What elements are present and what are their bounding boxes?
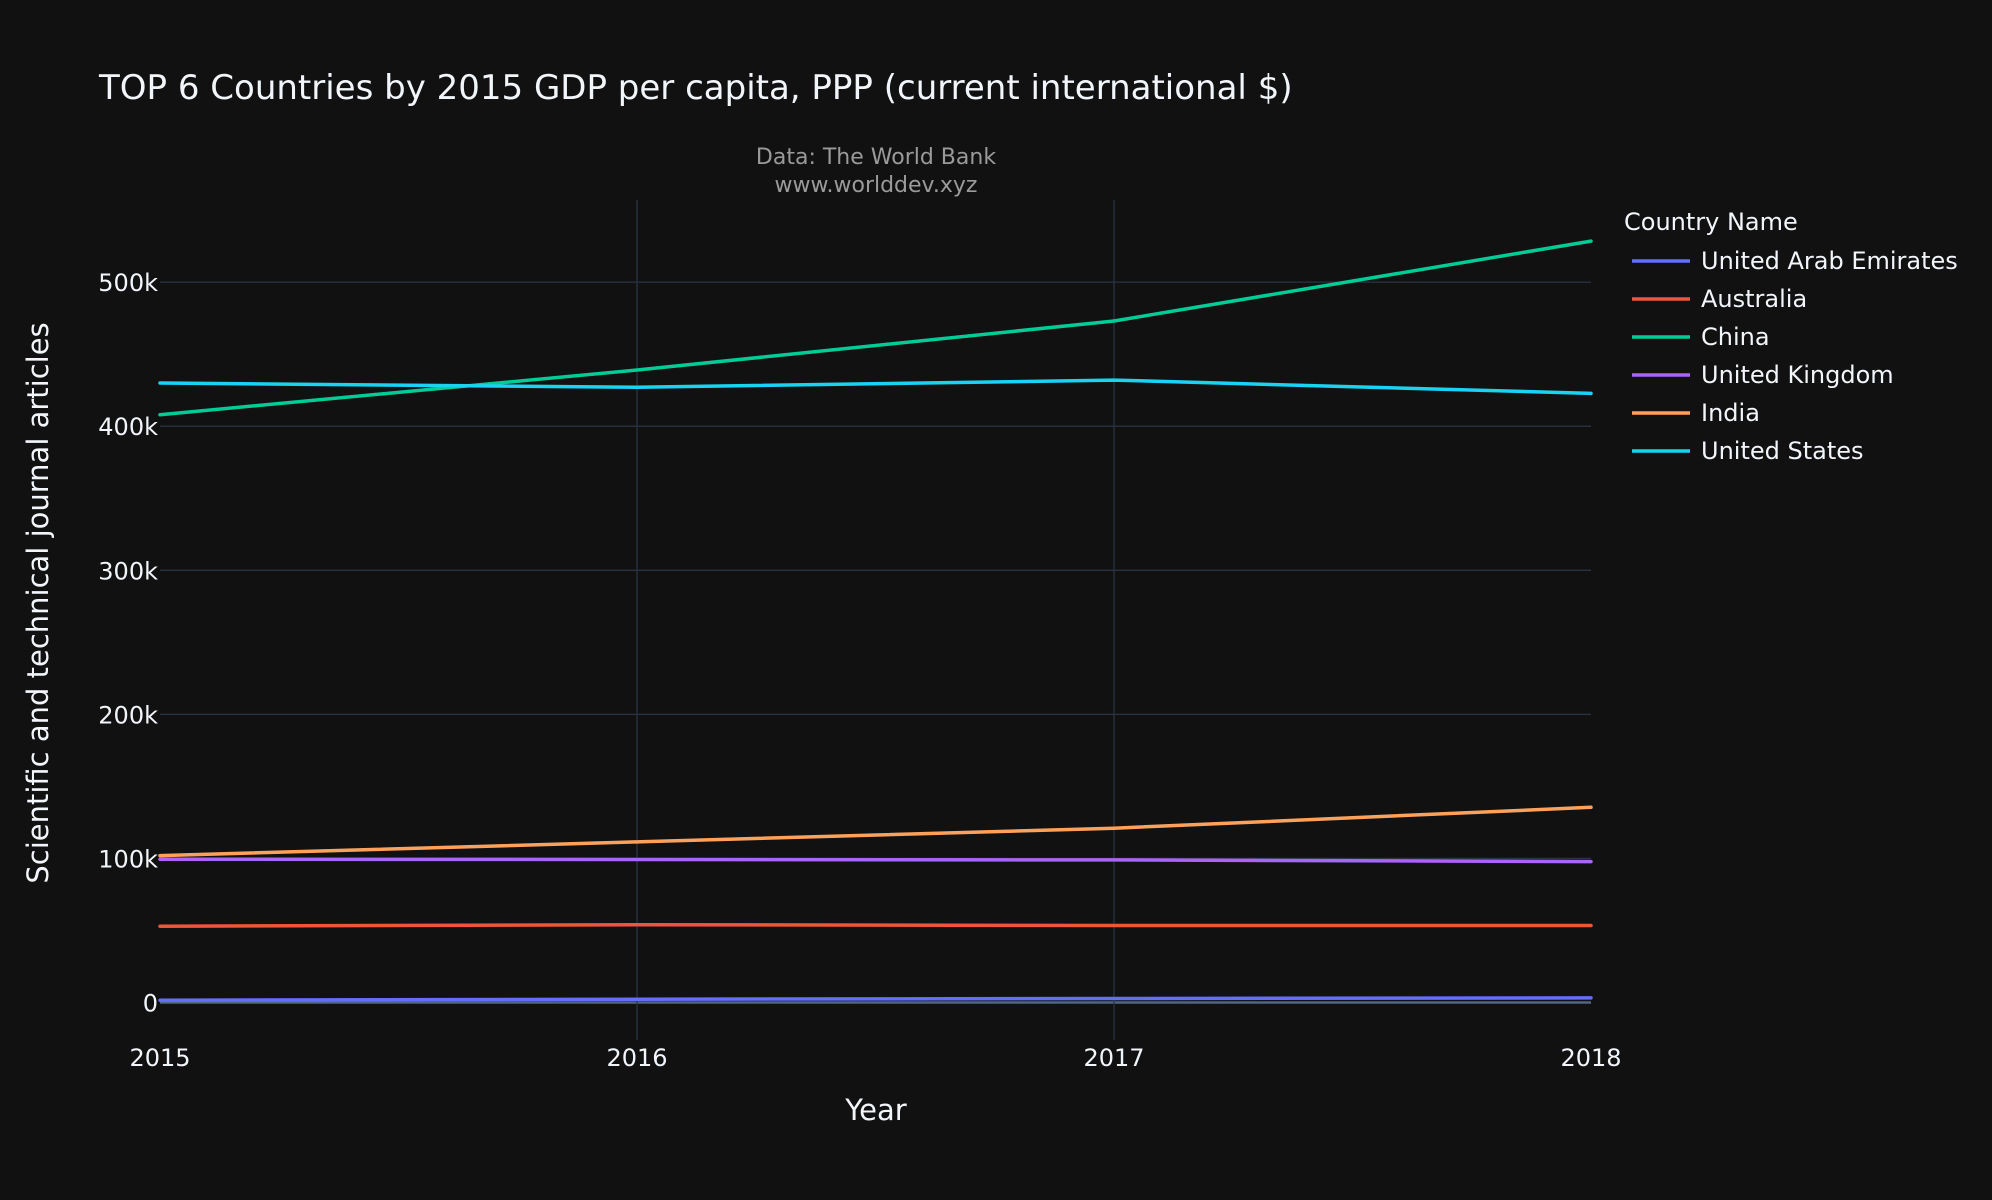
x-axis-title: Year [844, 1093, 906, 1127]
legend-item-india[interactable]: India [1632, 399, 1760, 427]
series-line-united-kingdom [158, 857, 1593, 864]
y-tick-label-1: 100k [98, 845, 158, 873]
legend-label: Australia [1701, 285, 1807, 313]
legend: Country Name United Arab Emirates Austral… [1624, 208, 1958, 465]
series-line-united-arab-emirates [158, 996, 1593, 1002]
y-tick-label-0: 0 [143, 990, 158, 1018]
series-lines [158, 239, 1593, 1002]
y-axis-title: Scientific and technical journal article… [21, 322, 55, 883]
legend-title: Country Name [1624, 208, 1798, 236]
legend-label: United Kingdom [1701, 361, 1894, 389]
x-tick-label-3: 2018 [1560, 1044, 1621, 1072]
legend-label: India [1701, 399, 1760, 427]
y-axis-ticks: 0 100k 200k 300k 400k 500k [98, 269, 158, 1017]
y-tick-label-3: 300k [98, 557, 158, 585]
legend-label: United States [1701, 437, 1864, 465]
x-tick-label-0: 2015 [129, 1044, 190, 1072]
series-line-united-states [158, 378, 1593, 396]
legend-item-united-kingdom[interactable]: United Kingdom [1632, 361, 1894, 389]
source-url-annotation: www.worlddev.xyz [775, 173, 978, 198]
x-tick-label-1: 2016 [606, 1044, 667, 1072]
y-tick-label-5: 500k [98, 269, 158, 297]
legend-label: China [1701, 323, 1770, 351]
chart-title: TOP 6 Countries by 2015 GDP per capita, … [98, 68, 1293, 108]
series-line-china [158, 239, 1593, 417]
legend-item-united-states[interactable]: United States [1632, 437, 1864, 465]
series-line-australia [158, 922, 1593, 928]
x-tick-label-2: 2017 [1083, 1044, 1144, 1072]
legend-label: United Arab Emirates [1701, 247, 1958, 275]
legend-item-united-arab-emirates[interactable]: United Arab Emirates [1632, 247, 1958, 275]
y-tick-label-4: 400k [98, 413, 158, 441]
source-annotation: Data: The World Bank [756, 145, 996, 170]
series-line-india [158, 805, 1593, 858]
x-axis-ticks: 2015 2016 2017 2018 [129, 1044, 1621, 1072]
legend-item-china[interactable]: China [1632, 323, 1770, 351]
y-tick-label-2: 200k [98, 701, 158, 729]
legend-item-australia[interactable]: Australia [1632, 285, 1807, 313]
